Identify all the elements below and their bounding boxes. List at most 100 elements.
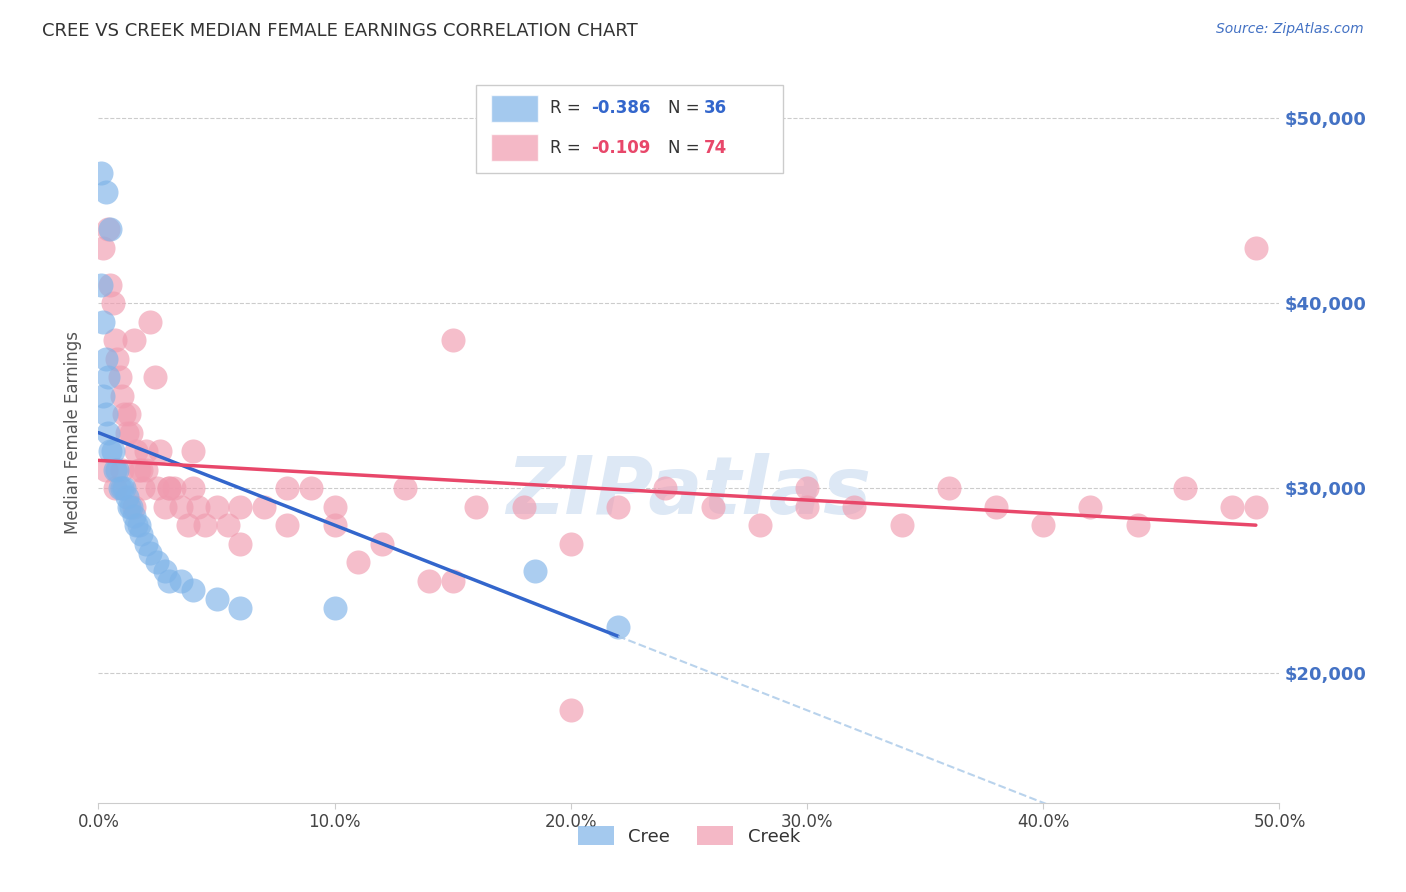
Point (115, 491, 138, 505)
Point (170, 500, 193, 514)
Point (654, 481, 676, 495)
Text: N =: N = (668, 99, 704, 118)
Point (1244, 240, 1267, 255)
Point (299, 481, 322, 495)
Point (276, 481, 298, 495)
Point (229, 536, 252, 550)
Point (98, 444, 121, 458)
Text: 74: 74 (704, 138, 727, 157)
Point (139, 546, 162, 560)
Point (181, 481, 204, 495)
Text: -0.386: -0.386 (591, 99, 651, 118)
Point (607, 620, 630, 634)
Point (111, 388, 134, 402)
Point (229, 500, 252, 514)
Point (97, 425, 120, 440)
Point (560, 703, 582, 717)
Point (115, 425, 138, 440)
Point (153, 500, 176, 514)
Point (129, 462, 152, 476)
Point (143, 370, 166, 384)
Point (135, 536, 157, 550)
Point (560, 536, 582, 550)
Point (98, 222, 121, 236)
Point (122, 508, 145, 523)
Point (128, 462, 150, 476)
Point (418, 574, 440, 588)
Point (1174, 481, 1197, 495)
Text: 36: 36 (704, 99, 727, 118)
Point (394, 481, 416, 495)
Point (112, 481, 135, 495)
Y-axis label: Median Female Earnings: Median Female Earnings (65, 331, 83, 534)
Point (163, 481, 186, 495)
Point (177, 518, 200, 533)
Point (94, 462, 117, 476)
Point (121, 500, 143, 514)
Point (187, 500, 209, 514)
Point (139, 314, 162, 328)
Point (181, 444, 204, 458)
Legend: Cree, Creek: Cree, Creek (571, 819, 807, 853)
Point (153, 565, 176, 579)
Point (122, 500, 145, 514)
Point (194, 518, 217, 533)
FancyBboxPatch shape (477, 85, 783, 173)
Point (181, 582, 204, 597)
Point (607, 500, 630, 514)
Point (524, 565, 547, 579)
Point (844, 500, 866, 514)
Point (465, 500, 488, 514)
Point (170, 574, 193, 588)
Point (125, 444, 148, 458)
Text: N =: N = (668, 138, 704, 157)
Point (135, 462, 157, 476)
Point (205, 592, 228, 607)
Point (702, 500, 724, 514)
Point (105, 462, 128, 476)
Text: -0.109: -0.109 (591, 138, 651, 157)
Point (129, 527, 152, 541)
Point (217, 518, 239, 533)
Point (149, 444, 172, 458)
Point (323, 518, 346, 533)
Text: ZIPatlas: ZIPatlas (506, 453, 872, 531)
Point (1032, 518, 1054, 533)
Point (101, 296, 124, 310)
Point (157, 481, 180, 495)
Point (323, 601, 346, 615)
Point (441, 574, 464, 588)
Point (104, 462, 127, 476)
Point (101, 444, 124, 458)
Point (938, 481, 960, 495)
Text: R =: R = (550, 138, 585, 157)
Point (1126, 518, 1149, 533)
Point (276, 518, 298, 533)
Point (91, 314, 114, 328)
Point (91, 240, 114, 255)
Point (157, 481, 180, 495)
Point (347, 555, 370, 569)
Point (94, 185, 117, 199)
Point (1080, 500, 1102, 514)
Point (796, 481, 818, 495)
Point (1220, 500, 1243, 514)
Point (91, 388, 114, 402)
Point (205, 500, 228, 514)
Point (90, 166, 112, 180)
Point (108, 481, 131, 495)
Point (125, 518, 148, 533)
Point (121, 425, 143, 440)
Point (122, 333, 145, 347)
Text: Source: ZipAtlas.com: Source: ZipAtlas.com (1216, 22, 1364, 37)
Point (229, 601, 252, 615)
Point (1244, 500, 1267, 514)
Point (111, 462, 134, 476)
Point (97, 222, 120, 236)
Point (128, 518, 150, 533)
Point (984, 500, 1007, 514)
Point (98, 277, 121, 292)
Point (253, 500, 276, 514)
FancyBboxPatch shape (491, 135, 537, 161)
Point (146, 555, 169, 569)
